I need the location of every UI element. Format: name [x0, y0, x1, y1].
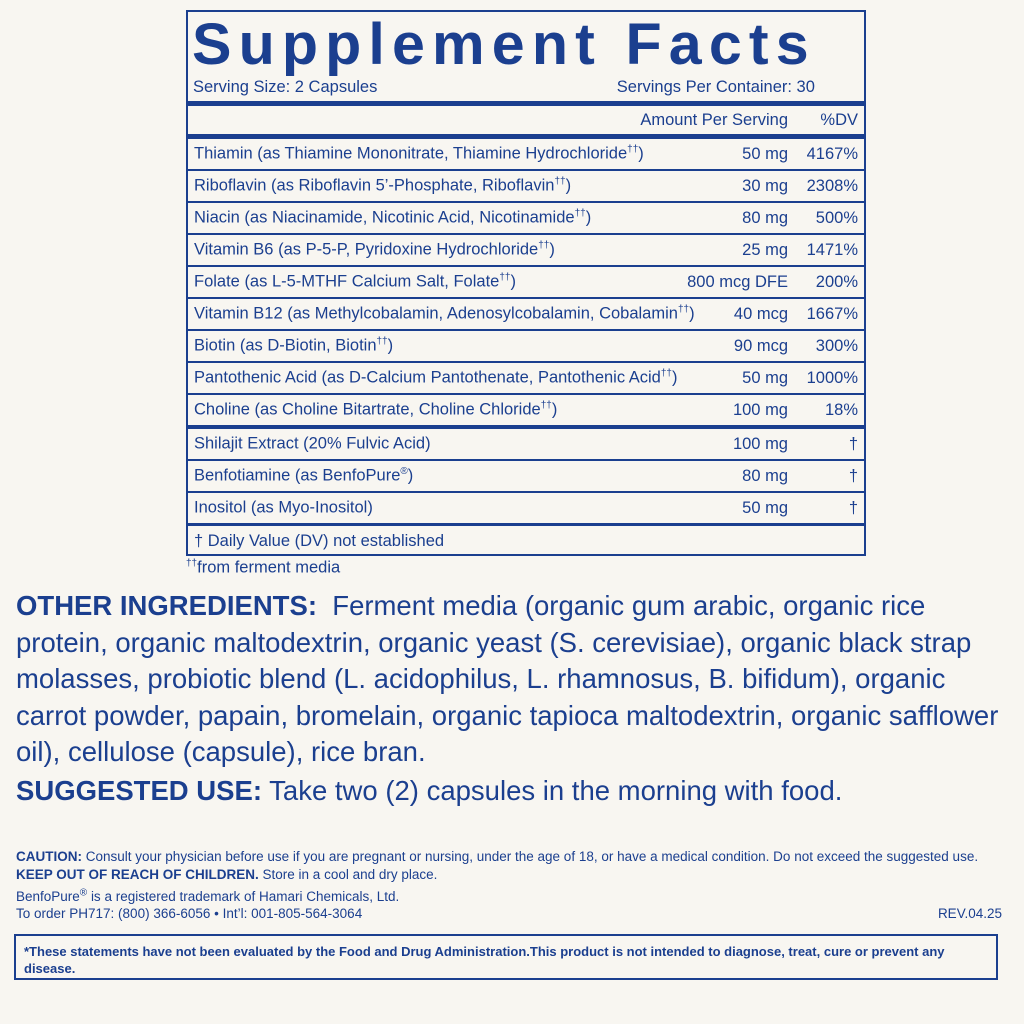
- nutrient-row: Inositol (as Myo-Inositol) 50 mg †: [188, 491, 864, 523]
- nutrient-amount: 800 mcg DFE: [687, 272, 788, 291]
- nutrient-dv: 300%: [815, 336, 858, 355]
- nutrient-name: Thiamin (as Thiamine Mononitrate, Thiami…: [194, 144, 644, 163]
- nutrient-amount: 100 mg: [732, 400, 788, 419]
- nutrient-dv: †: [848, 498, 858, 517]
- nutrient-dv: †: [848, 466, 858, 485]
- nutrient-dv: 500%: [815, 208, 858, 227]
- suggested-use: SUGGESTED USE: Take two (2) capsules in …: [16, 774, 843, 806]
- nutrient-name: Inositol (as Myo-Inositol): [194, 498, 373, 517]
- column-header: Amount Per Serving %DV: [188, 106, 864, 134]
- nutrient-amount: 90 mcg: [733, 336, 788, 355]
- nutrient-dv: 1000%: [806, 368, 858, 387]
- nutrient-name: Vitamin B12 (as Methylcobalamin, Adenosy…: [194, 304, 695, 323]
- nutrient-row: Niacin (as Niacinamide, Nicotinic Acid, …: [188, 201, 864, 233]
- nutrient-name: Riboflavin (as Riboflavin 5’-Phosphate, …: [194, 176, 572, 195]
- nutrient-row: Biotin (as D-Biotin, Biotin††) 90 mcg 300%: [188, 329, 864, 361]
- serving-size: Serving Size: 2 Capsules: [193, 78, 378, 96]
- nutrient-name: Vitamin B6 (as P-5-P, Pyridoxine Hydroch…: [194, 240, 555, 259]
- nutrient-row: Folate (as L-5-MTHF Calcium Salt, Folate…: [188, 265, 864, 297]
- nutrient-dv: 1667%: [806, 304, 858, 323]
- amount-header: Amount Per Serving: [640, 110, 788, 129]
- nutrient-name: Pantothenic Acid (as D-Calcium Pantothen…: [194, 368, 678, 387]
- nutrient-row: Thiamin (as Thiamine Mononitrate, Thiami…: [188, 134, 864, 169]
- nutrient-name: Shilajit Extract (20% Fulvic Acid): [194, 434, 431, 453]
- nutrient-amount: 40 mcg: [733, 304, 788, 323]
- trademark-note: BenfoPure® is a registered trademark of …: [16, 887, 400, 904]
- ferment-note: ††from ferment media: [186, 558, 341, 577]
- ingredients-section: OTHER INGREDIENTS: Ferment media (organi…: [16, 588, 1016, 809]
- caution-text: CAUTION: Consult your physician before u…: [16, 849, 979, 904]
- nutrient-amount: 25 mg: [742, 240, 788, 259]
- supplement-facts-panel: Supplement Facts Serving Size: 2 Capsule…: [186, 10, 866, 556]
- nutrient-row: Riboflavin (as Riboflavin 5’-Phosphate, …: [188, 169, 864, 201]
- other-ingredients: OTHER INGREDIENTS: Ferment media (organi…: [16, 590, 999, 767]
- nutrient-amount: 50 mg: [742, 368, 788, 387]
- nutrient-dv: 18%: [824, 400, 858, 419]
- nutrient-row: Choline (as Choline Bitartrate, Choline …: [188, 393, 864, 425]
- nutrient-row: Vitamin B6 (as P-5-P, Pyridoxine Hydroch…: [188, 233, 864, 265]
- nutrient-name: Choline (as Choline Bitartrate, Choline …: [194, 400, 558, 419]
- nutrient-amount: 80 mg: [742, 208, 788, 227]
- revision: REV.04.25: [937, 906, 1002, 921]
- nutrient-name: Niacin (as Niacinamide, Nicotinic Acid, …: [194, 208, 592, 227]
- nutrient-row: Pantothenic Acid (as D-Calcium Pantothen…: [188, 361, 864, 393]
- nutrient-dv: †: [848, 434, 858, 453]
- nutrient-dv: 1471%: [806, 240, 858, 259]
- nutrient-row: Vitamin B12 (as Methylcobalamin, Adenosy…: [188, 297, 864, 329]
- dv-header: %DV: [820, 110, 858, 129]
- order-phone: To order PH717: (800) 366-6056 • Int’l: …: [16, 906, 363, 921]
- dv-note: † Daily Value (DV) not established: [194, 532, 445, 550]
- nutrient-name: Biotin (as D-Biotin, Biotin††): [194, 336, 394, 355]
- servings-per-container: Servings Per Container: 30: [616, 78, 815, 96]
- nutrient-amount: 50 mg: [742, 498, 788, 517]
- nutrient-dv: 4167%: [806, 144, 858, 163]
- fda-disclaimer: *These statements have not been evaluate…: [14, 934, 998, 980]
- nutrient-amount: 50 mg: [742, 144, 788, 163]
- nutrient-amount: 30 mg: [742, 176, 788, 195]
- order-line: To order PH717: (800) 366-6056 • Int’l: …: [16, 906, 1002, 921]
- nutrient-row: Benfotiamine (as BenfoPure®) 80 mg †: [188, 459, 864, 491]
- nutrient-name: Folate (as L-5-MTHF Calcium Salt, Folate…: [194, 272, 516, 291]
- nutrient-name: Benfotiamine (as BenfoPure®): [194, 466, 414, 485]
- nutrient-dv: 2308%: [806, 176, 858, 195]
- nutrient-row: Shilajit Extract (20% Fulvic Acid) 100 mg…: [188, 425, 864, 459]
- panel-title: Supplement Facts: [192, 12, 816, 77]
- nutrient-amount: 100 mg: [732, 434, 788, 453]
- nutrient-amount: 80 mg: [742, 466, 788, 485]
- nutrient-dv: 200%: [815, 272, 858, 291]
